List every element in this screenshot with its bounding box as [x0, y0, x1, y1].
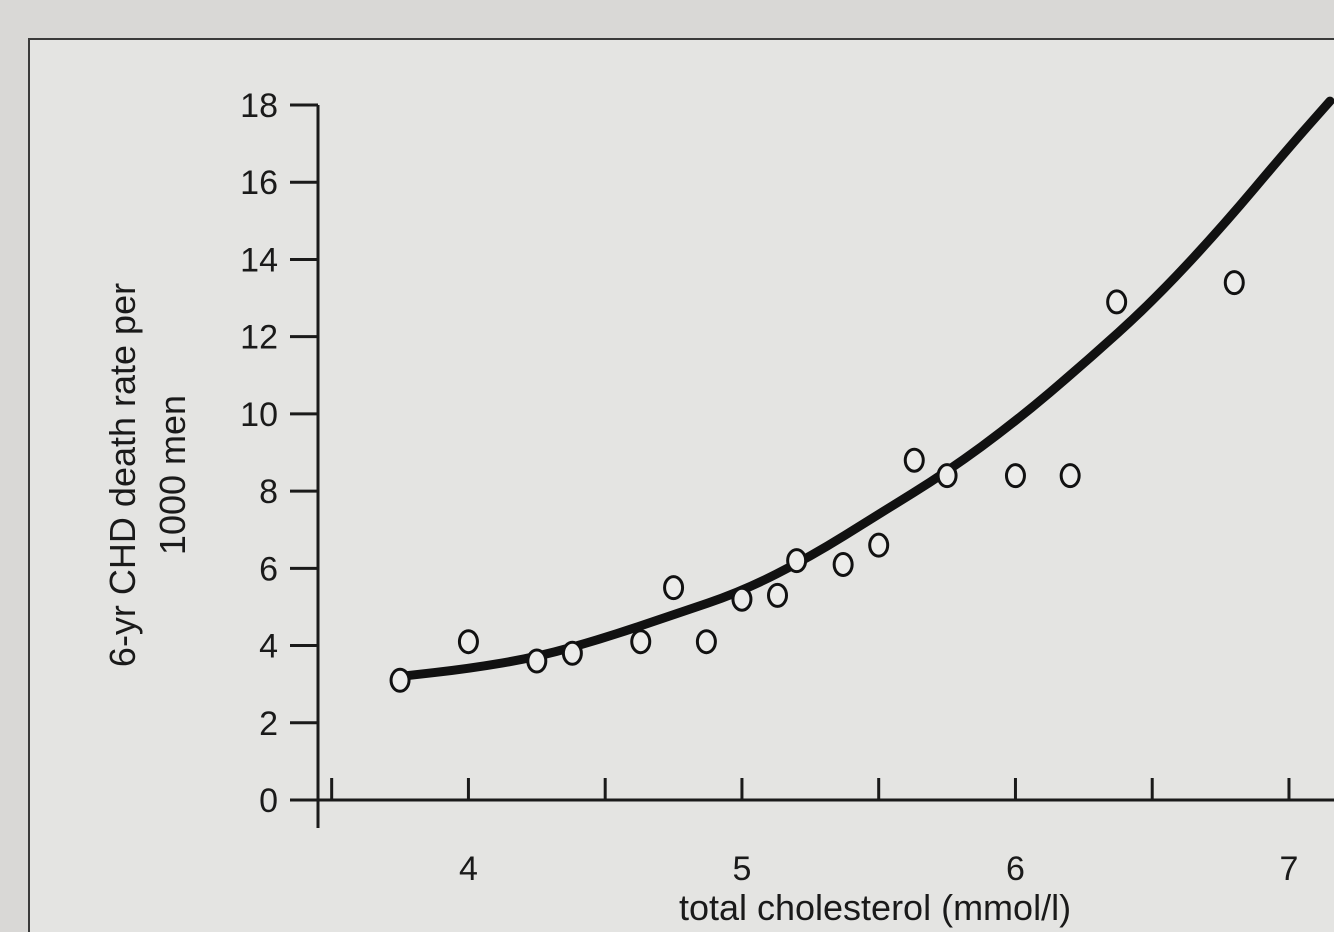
- data-point: [663, 575, 685, 601]
- y-tick-label: 0: [259, 782, 278, 820]
- data-point: [526, 648, 548, 674]
- data-point: [731, 586, 753, 612]
- fitted-curve-layer: [395, 96, 1334, 681]
- data-point: [695, 629, 717, 655]
- y-tick-label: 4: [259, 628, 278, 666]
- y-tick-label: 6: [259, 550, 278, 588]
- labels-layer: 0 2 4 6 8 10 12 14 16 18 4 5 6 7 total cholesterol (mm…: [102, 87, 1298, 928]
- data-points-layer: [389, 270, 1245, 693]
- x-tick-label: 4: [459, 850, 478, 888]
- y-tick-label: 8: [259, 473, 278, 511]
- data-point: [1223, 270, 1245, 296]
- data-point: [630, 629, 652, 655]
- chart-paper: [28, 38, 1334, 932]
- y-tick-label: 16: [240, 164, 278, 202]
- data-point: [767, 582, 789, 608]
- data-point: [832, 551, 854, 577]
- data-point: [1004, 463, 1026, 489]
- data-point: [1106, 289, 1128, 315]
- y-axis-title-line: 1000 men: [152, 395, 193, 555]
- data-point: [868, 532, 890, 558]
- fitted-curve: [395, 96, 1334, 681]
- y-tick-label: 12: [240, 319, 278, 357]
- data-point: [1059, 463, 1081, 489]
- x-axis-title: total cholesterol (mmol/l): [679, 887, 1071, 928]
- y-tick-label: 2: [259, 705, 278, 743]
- axes: [290, 103, 1334, 828]
- data-point: [786, 548, 808, 574]
- data-point: [936, 463, 958, 489]
- y-axis-title: 6-yr CHD death rate per 1000 men: [102, 283, 193, 667]
- y-tick-label: 14: [240, 241, 278, 279]
- data-point: [903, 447, 925, 473]
- data-point: [457, 629, 479, 655]
- x-tick-label: 7: [1280, 850, 1299, 888]
- y-tick-label: 18: [240, 87, 278, 125]
- x-tick-label: 5: [732, 850, 751, 888]
- data-point: [389, 667, 411, 693]
- y-axis-title-line: 6-yr CHD death rate per: [102, 283, 143, 667]
- y-tick-label: 10: [240, 396, 278, 434]
- x-tick-label: 6: [1006, 850, 1025, 888]
- data-point: [561, 640, 583, 666]
